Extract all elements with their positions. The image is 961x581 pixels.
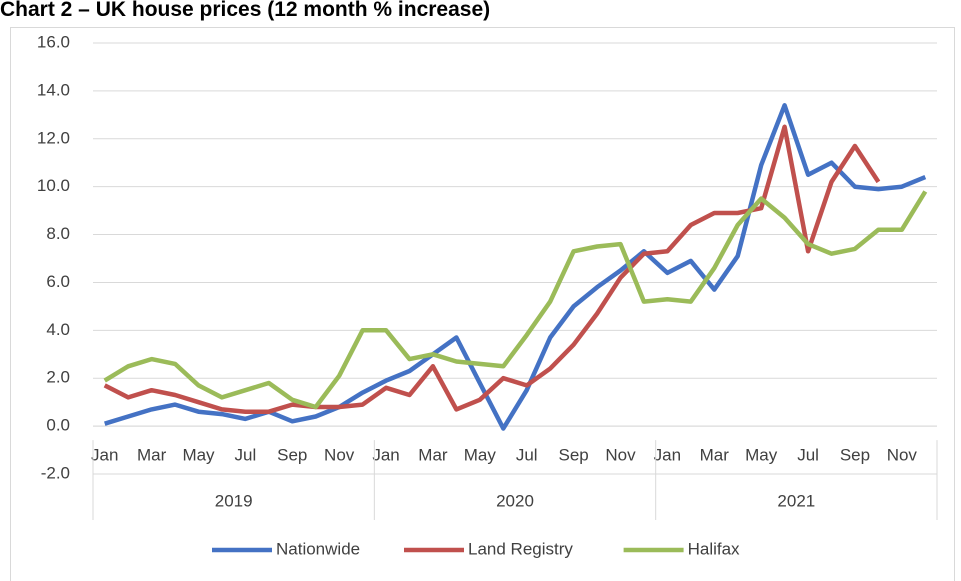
x-tick-label: Nov — [324, 446, 355, 465]
x-tick-label: Sep — [558, 446, 588, 465]
x-tick-label: Jul — [516, 446, 538, 465]
x-tick-label: Jul — [797, 446, 819, 465]
y-tick-label: 16.0 — [37, 32, 70, 51]
chart-frame — [10, 27, 955, 581]
legend-label: Nationwide — [276, 539, 360, 558]
x-tick-label: Jan — [654, 446, 681, 465]
y-tick-label: -2.0 — [41, 463, 70, 482]
chart-title: Chart 2 – UK house prices (12 month % in… — [0, 0, 490, 21]
y-tick-label: 0.0 — [46, 416, 70, 435]
year-label: 2020 — [496, 491, 534, 510]
year-label: 2021 — [777, 491, 815, 510]
y-tick-label: 4.0 — [46, 320, 70, 339]
x-tick-label: Nov — [605, 446, 636, 465]
x-tick-label: Mar — [700, 446, 730, 465]
y-tick-label: 10.0 — [37, 176, 70, 195]
x-tick-label: Mar — [418, 446, 448, 465]
year-label: 2019 — [215, 491, 253, 510]
x-tick-label: May — [182, 446, 215, 465]
x-tick-label: Sep — [840, 446, 870, 465]
x-tick-label: Mar — [137, 446, 167, 465]
x-tick-label: Jul — [235, 446, 257, 465]
legend-label: Halifax — [688, 539, 740, 558]
y-tick-label: 12.0 — [37, 128, 70, 147]
series-line — [104, 103, 927, 431]
x-tick-label: May — [745, 446, 778, 465]
y-tick-label: 6.0 — [46, 272, 70, 291]
y-tick-label: 2.0 — [46, 368, 70, 387]
series-line — [103, 190, 928, 410]
x-tick-label: Jan — [91, 446, 118, 465]
x-tick-label: Jan — [372, 446, 399, 465]
legend-label: Land Registry — [468, 539, 573, 558]
y-tick-label: 14.0 — [37, 80, 70, 99]
y-tick-label: 8.0 — [46, 224, 70, 243]
x-tick-label: May — [464, 446, 497, 465]
x-tick-label: Sep — [277, 446, 307, 465]
x-tick-label: Nov — [887, 446, 918, 465]
